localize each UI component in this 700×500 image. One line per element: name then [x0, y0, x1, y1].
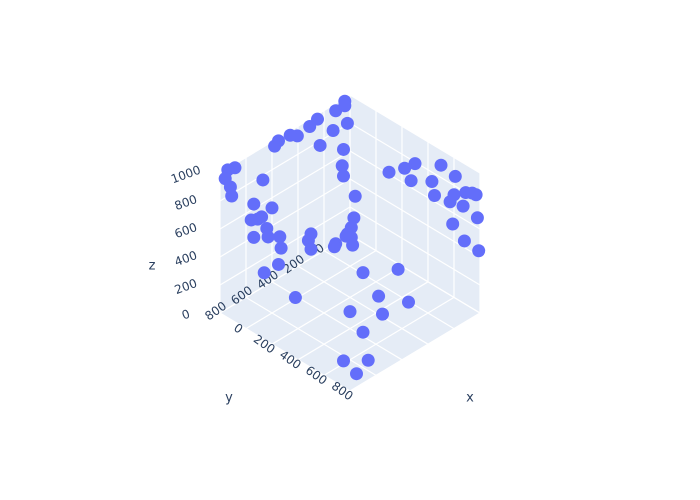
data-point[interactable]: [247, 197, 261, 211]
data-point[interactable]: [256, 173, 270, 187]
grid-line-y: [323, 250, 455, 330]
data-point[interactable]: [288, 291, 302, 305]
data-point[interactable]: [448, 169, 462, 183]
grid-line-z: [349, 150, 481, 230]
grid-line-z: [349, 206, 481, 286]
data-point[interactable]: [274, 241, 288, 255]
data-point[interactable]: [356, 266, 370, 280]
data-point[interactable]: [313, 138, 327, 152]
data-point[interactable]: [456, 199, 470, 213]
data-point[interactable]: [446, 217, 460, 231]
data-point[interactable]: [335, 159, 349, 173]
data-point[interactable]: [472, 244, 486, 258]
data-point[interactable]: [304, 242, 318, 256]
data-point[interactable]: [465, 186, 479, 200]
data-point[interactable]: [337, 142, 350, 156]
y-axis-title: y: [225, 391, 233, 406]
data-point[interactable]: [255, 210, 269, 224]
data-point[interactable]: [261, 230, 275, 244]
data-point[interactable]: [398, 161, 412, 175]
data-point[interactable]: [223, 180, 237, 194]
x-axis-title: x: [466, 391, 474, 406]
z-tick-label: 800: [173, 192, 199, 213]
data-point[interactable]: [404, 174, 418, 188]
grid-line-z: [349, 94, 481, 174]
grid-line-y: [219, 312, 351, 392]
data-points: [218, 94, 486, 381]
data-point[interactable]: [273, 230, 287, 244]
grid-lines: [219, 94, 481, 392]
grid-line-y: [297, 265, 429, 345]
data-point[interactable]: [272, 257, 285, 271]
data-point[interactable]: [265, 201, 279, 215]
data-point[interactable]: [348, 189, 362, 203]
data-point[interactable]: [304, 227, 318, 241]
data-point[interactable]: [361, 353, 375, 367]
data-point[interactable]: [244, 213, 258, 227]
data-point[interactable]: [356, 325, 370, 339]
data-point[interactable]: [340, 116, 354, 130]
data-point[interactable]: [428, 189, 441, 202]
grid-line-x: [297, 281, 429, 361]
data-point[interactable]: [337, 169, 350, 183]
x-tick-label: 0: [231, 321, 245, 337]
z-tick-label: 1000: [169, 163, 202, 187]
z-tick-label: 200: [173, 276, 199, 297]
data-point[interactable]: [350, 367, 363, 381]
grid-line-x: [349, 312, 481, 392]
data-point[interactable]: [283, 128, 297, 142]
data-point[interactable]: [408, 157, 422, 171]
axis-titles: x y z: [149, 259, 475, 406]
grid-line-x: [271, 265, 403, 345]
data-point[interactable]: [391, 262, 405, 276]
data-point[interactable]: [337, 354, 350, 368]
data-point[interactable]: [347, 211, 361, 225]
grid-line-z: [219, 122, 351, 202]
grid-line-z: [219, 150, 351, 230]
data-point[interactable]: [343, 305, 357, 319]
data-point[interactable]: [327, 240, 341, 254]
grid-line-z: [349, 178, 481, 258]
data-point[interactable]: [268, 139, 282, 153]
data-point[interactable]: [303, 120, 317, 133]
data-point[interactable]: [457, 234, 471, 248]
data-point[interactable]: [257, 266, 271, 280]
grid-line-z: [349, 234, 481, 314]
data-point[interactable]: [326, 124, 340, 137]
grid-line-y: [245, 296, 377, 376]
data-point[interactable]: [402, 295, 415, 309]
data-point[interactable]: [346, 238, 360, 252]
data-point[interactable]: [382, 165, 396, 179]
data-point[interactable]: [247, 230, 261, 244]
data-point[interactable]: [470, 211, 484, 225]
data-point[interactable]: [376, 307, 389, 321]
z-tick-label: 400: [173, 248, 199, 269]
z-tick-label: 0: [180, 307, 192, 323]
data-point[interactable]: [372, 289, 386, 303]
z-axis-title: z: [149, 259, 156, 274]
z-tick-label: 600: [173, 220, 199, 241]
data-point[interactable]: [447, 188, 461, 202]
grid-line-z: [219, 178, 351, 258]
data-point[interactable]: [434, 158, 448, 172]
data-point[interactable]: [425, 175, 439, 189]
data-point[interactable]: [329, 104, 343, 118]
grid-line-x: [245, 250, 377, 330]
